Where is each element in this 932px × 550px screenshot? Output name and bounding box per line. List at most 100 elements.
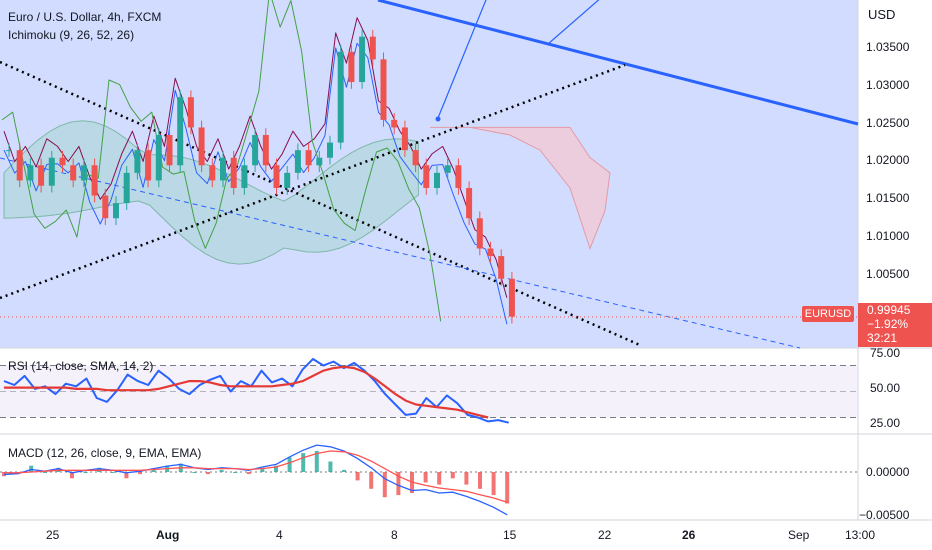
time-tick-label: 22 <box>598 528 612 542</box>
macd-histogram-bar <box>138 472 142 475</box>
macd-histogram-bar <box>355 472 360 481</box>
ichimoku-legend[interactable]: Ichimoku (9, 26, 52, 26) <box>8 28 135 42</box>
macd-histogram-bar <box>287 457 292 472</box>
macd-histogram-bar <box>29 465 34 472</box>
macd-tick-label: 0.00000 <box>866 465 910 479</box>
candle-body <box>337 51 344 143</box>
macd-histogram-bar <box>491 472 496 496</box>
candle-body <box>305 150 312 166</box>
candle-body <box>102 195 109 219</box>
candle-body <box>380 59 387 120</box>
candle-body <box>48 157 55 186</box>
macd-histogram-bar <box>192 472 197 473</box>
candle-body <box>401 127 408 151</box>
candle-body <box>230 157 237 188</box>
candle-body <box>145 150 152 181</box>
time-tick-label: 26 <box>682 528 696 542</box>
candle-body <box>508 278 515 317</box>
candle-body <box>369 36 376 60</box>
candle-body <box>241 165 248 188</box>
macd-histogram-bar <box>301 453 306 472</box>
candle-body <box>316 157 323 166</box>
macd-histogram-bar <box>369 472 374 489</box>
macd-legend[interactable]: MACD (12, 26, close, 9, EMA, EMA) <box>8 446 202 460</box>
ichimoku-cloud-bear <box>430 126 611 250</box>
candle-body <box>123 172 130 204</box>
candle-body <box>327 142 333 158</box>
rsi-legend[interactable]: RSI (14, close, SMA, 14, 2) <box>8 359 154 373</box>
macd-histogram-bar <box>328 461 333 472</box>
candle-body <box>455 165 462 188</box>
macd-histogram-bar <box>260 467 265 472</box>
dashed-channel-line <box>0 157 801 349</box>
candle-body <box>177 97 184 166</box>
signal-line <box>4 450 508 503</box>
time-tick-label: Aug <box>156 528 180 542</box>
annotation-anchor-dot <box>435 116 441 122</box>
macd-histogram-bar <box>246 472 251 475</box>
candle-body <box>27 165 34 181</box>
candle-body <box>155 135 162 181</box>
bar-countdown: 32:21 <box>867 331 898 345</box>
candle-body <box>16 150 23 181</box>
price-tick-label: 1.02500 <box>866 116 910 130</box>
time-tick-label: 15 <box>503 528 517 542</box>
candle-body <box>498 256 505 279</box>
candle-body <box>434 172 440 188</box>
candle-body <box>294 150 301 173</box>
annotation-pointer-line <box>437 0 487 119</box>
time-tick-label: 25 <box>46 528 60 542</box>
time-tick-label: 13:00 <box>845 528 876 542</box>
symbol-price-tag: EURUSD <box>802 306 854 322</box>
macd-histogram-bar <box>423 472 428 483</box>
last-price-box: 0.99945 −1.92% 32:21 <box>858 303 932 347</box>
candle-body <box>91 165 98 196</box>
candle-body <box>166 135 173 166</box>
rsi-line <box>3 358 509 424</box>
candle-body <box>466 187 473 219</box>
candle-body <box>38 165 45 186</box>
candle-body <box>412 150 419 166</box>
candle-body <box>262 135 269 166</box>
macd-histogram-bar <box>450 472 455 479</box>
rsi-tick-label: 25.00 <box>870 416 901 430</box>
macd-histogram-bar <box>70 472 74 479</box>
macd-histogram-bar <box>396 472 401 496</box>
candle-body <box>220 157 226 181</box>
candle-body <box>80 165 87 181</box>
candle-body <box>198 127 205 166</box>
last-price-value: 0.99945 <box>867 303 911 317</box>
chikou-line <box>1 0 442 322</box>
last-price-change: −1.92% <box>867 317 909 331</box>
price-tick-label: 1.00500 <box>866 267 910 281</box>
candle-body <box>359 36 366 83</box>
macd-histogram-bar <box>274 465 278 472</box>
rsi-band-fill <box>0 365 858 418</box>
macd-tick-label: −0.00500 <box>859 508 910 522</box>
macd-histogram-bar <box>42 472 47 473</box>
macd-histogram-bar <box>505 472 510 504</box>
candle-body <box>284 172 291 188</box>
symbol-title[interactable]: Euro / U.S. Dollar, 4h, FXCM <box>8 10 162 24</box>
candle-body <box>273 165 280 188</box>
candle-body <box>113 203 119 219</box>
macd-histogram-bar <box>342 469 346 472</box>
time-tick-label: Sep <box>788 528 810 542</box>
price-tick-label: 1.02000 <box>866 153 910 167</box>
macd-histogram-bar <box>464 472 469 485</box>
candle-body <box>444 165 451 173</box>
macd-histogram-bar <box>478 472 482 489</box>
macd-histogram-bar <box>314 451 319 472</box>
candle-body <box>391 119 398 128</box>
currency-label: USD <box>868 7 896 22</box>
macd-histogram-bar <box>206 472 210 475</box>
macd-histogram-bar <box>382 472 387 498</box>
macd-histogram-bar <box>83 472 88 473</box>
price-tick-label: 1.01000 <box>866 229 910 243</box>
candle-body <box>423 165 430 188</box>
annotation-pointer-line <box>547 0 600 45</box>
rsi-tick-label: 75.00 <box>870 346 901 360</box>
macd-histogram-bar <box>233 472 238 473</box>
rsi-tick-label: 50.00 <box>870 381 901 395</box>
